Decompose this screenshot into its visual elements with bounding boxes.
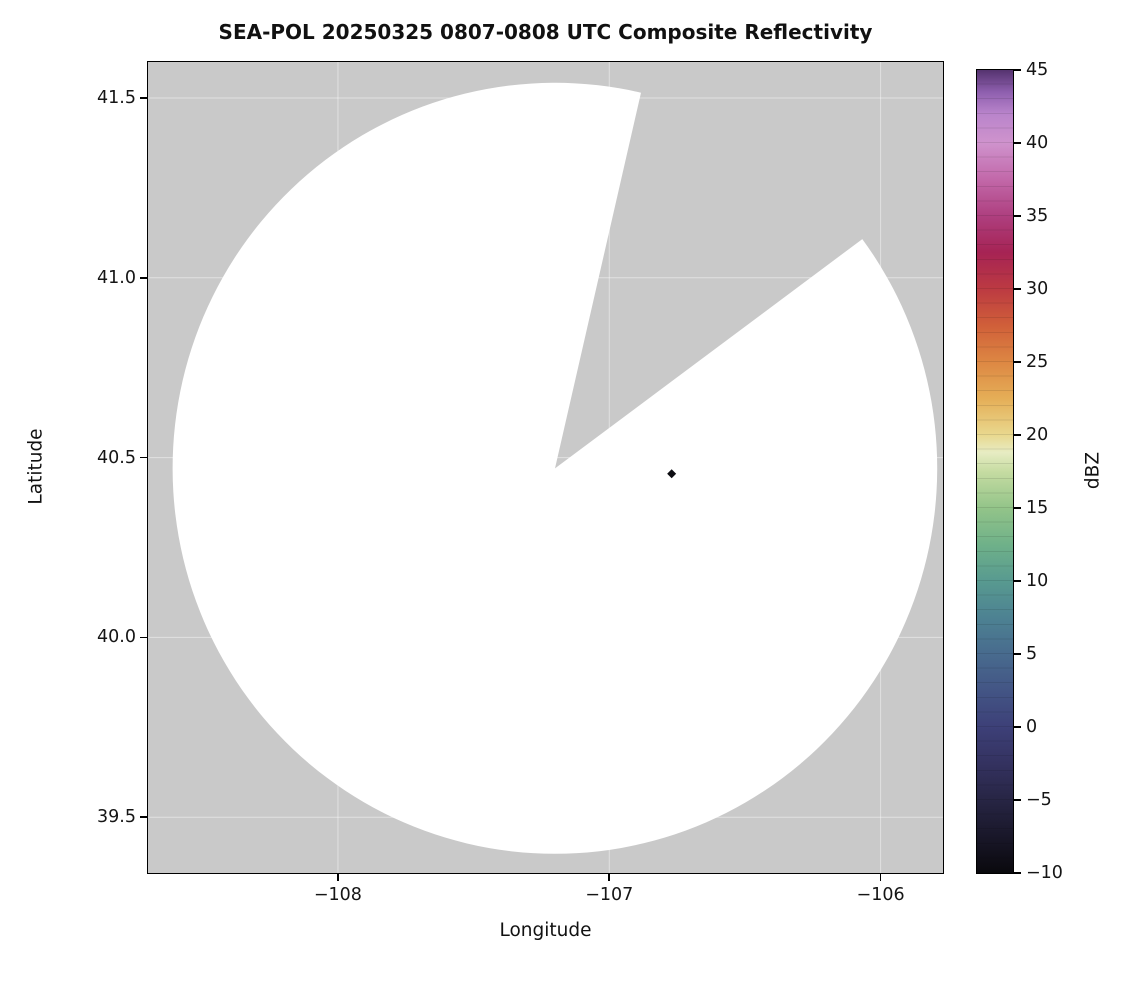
y-tick-label: 40.0 xyxy=(97,627,136,648)
x-tick-label: −107 xyxy=(585,885,634,905)
x-tick-label: −106 xyxy=(856,885,905,905)
colorbar-tick-label: −5 xyxy=(1026,790,1052,810)
colorbar-tick-label: 35 xyxy=(1026,206,1049,226)
radar-coverage-area xyxy=(172,82,938,854)
y-tick-mark xyxy=(140,276,147,279)
colorbar xyxy=(976,69,1014,874)
y-tick-mark xyxy=(140,97,147,99)
x-tick-label: −108 xyxy=(313,885,362,905)
x-tick-mark xyxy=(337,874,339,881)
colorbar-tick-mark xyxy=(1014,215,1021,217)
y-tick-label: 41.5 xyxy=(97,87,136,108)
colorbar-tick-label: 40 xyxy=(1026,133,1049,153)
y-tick-label: 41.0 xyxy=(97,267,136,288)
x-axis-label: Longitude xyxy=(499,920,592,941)
chart-title: SEA-POL 20250325 0807-0808 UTC Composite… xyxy=(218,20,873,44)
radar-echo-marker xyxy=(667,469,677,479)
colorbar-tick-mark xyxy=(1014,361,1021,363)
y-tick-mark xyxy=(140,456,147,459)
y-tick-mark xyxy=(140,636,147,639)
colorbar-tick-mark xyxy=(1014,580,1021,582)
y-tick-label: 39.5 xyxy=(97,807,136,828)
colorbar-tick-label: 5 xyxy=(1026,644,1038,664)
x-tick-mark xyxy=(879,874,882,881)
colorbar-tick-mark xyxy=(1014,799,1021,801)
colorbar-tick-mark xyxy=(1014,142,1021,144)
colorbar-tick-mark xyxy=(1014,653,1021,655)
colorbar-tick-label: 25 xyxy=(1026,352,1049,372)
y-axis-label: Latitude xyxy=(25,428,47,505)
colorbar-tick-mark xyxy=(1014,288,1021,290)
plot-area xyxy=(147,61,944,874)
colorbar-tick-label: −10 xyxy=(1026,863,1063,883)
y-tick-label: 40.5 xyxy=(97,447,136,468)
radar-plot-svg xyxy=(148,62,943,873)
colorbar-tick-label: 20 xyxy=(1026,425,1049,445)
colorbar-tick-mark xyxy=(1014,872,1021,874)
colorbar-tick-mark xyxy=(1014,507,1021,509)
colorbar-tick-label: 30 xyxy=(1026,279,1049,299)
x-tick-mark xyxy=(608,874,611,881)
colorbar-tick-mark xyxy=(1014,69,1021,71)
colorbar-tick-label: 0 xyxy=(1026,717,1038,737)
colorbar-tick-mark xyxy=(1014,434,1021,436)
colorbar-tick-label: 10 xyxy=(1026,571,1049,591)
colorbar-tick-mark xyxy=(1014,726,1021,728)
colorbar-tick-label: 45 xyxy=(1026,60,1049,80)
colorbar-tick-label: 15 xyxy=(1026,498,1049,518)
y-tick-mark xyxy=(140,816,147,819)
